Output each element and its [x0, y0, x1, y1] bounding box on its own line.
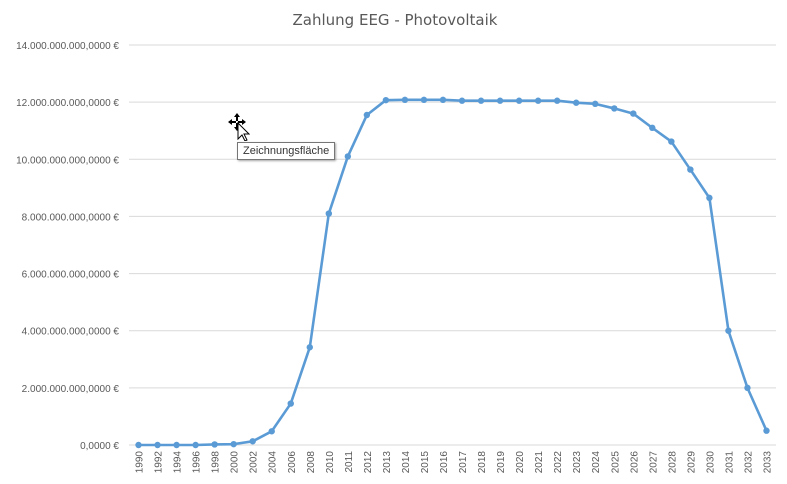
x-tick-label: 2023 — [572, 451, 583, 474]
data-point[interactable] — [687, 166, 694, 173]
x-tick-label: 2024 — [591, 451, 602, 474]
x-tick-label: 2012 — [363, 451, 374, 474]
x-tick-label: 2000 — [230, 451, 241, 474]
data-point[interactable] — [572, 99, 580, 106]
data-point[interactable] — [306, 344, 313, 351]
x-tick-label: 2020 — [515, 451, 526, 474]
data-point[interactable] — [344, 153, 352, 160]
data-point[interactable] — [706, 194, 713, 202]
data-point[interactable] — [668, 138, 675, 145]
x-tick-label: 2025 — [610, 451, 621, 474]
x-tick-label: 2004 — [268, 451, 279, 474]
data-point[interactable] — [496, 97, 504, 104]
x-tick-label: 2027 — [648, 451, 659, 474]
data-point[interactable] — [477, 97, 485, 104]
x-tick-label: 2021 — [534, 451, 545, 474]
x-tick-label: 2008 — [306, 451, 317, 474]
x-tick-label: 1990 — [135, 451, 146, 474]
data-point[interactable] — [363, 111, 371, 119]
x-tick-label: 2013 — [382, 451, 393, 474]
x-tick-label: 1994 — [173, 451, 184, 474]
x-tick-label: 2014 — [401, 451, 412, 474]
data-point[interactable] — [211, 441, 218, 448]
data-point[interactable] — [744, 384, 751, 392]
data-point[interactable] — [515, 97, 523, 104]
y-tick-label: 0,0000 € — [80, 441, 119, 452]
tooltip: Zeichnungsfläche — [237, 142, 336, 160]
y-tick-label: 2.000.000.000,0000 € — [22, 384, 120, 395]
x-axis: 1990 1992 1994 1996 1998 2000 2002 2004 2006 2008… — [135, 451, 774, 474]
x-tick-label: 2011 — [344, 451, 355, 473]
x-tick-label: 1998 — [211, 451, 222, 474]
data-point[interactable] — [763, 427, 770, 434]
x-tick-label: 1992 — [154, 451, 165, 474]
y-tick-label: 10.000.000.000,0000 € — [16, 155, 119, 166]
data-point[interactable] — [534, 97, 542, 104]
data-point[interactable] — [401, 96, 409, 104]
x-tick-label: 2002 — [249, 451, 260, 474]
x-tick-label: 2015 — [420, 451, 431, 474]
data-point[interactable] — [192, 441, 199, 449]
data-point[interactable] — [154, 441, 161, 449]
x-tick-label: 2029 — [686, 451, 697, 474]
y-tick-label: 14.000.000.000,0000 € — [16, 41, 119, 52]
data-point[interactable] — [458, 97, 466, 104]
y-tick-label: 12.000.000.000,0000 € — [16, 98, 119, 109]
data-point[interactable] — [439, 96, 447, 104]
data-point[interactable] — [249, 438, 256, 445]
data-point[interactable] — [287, 400, 294, 407]
y-axis: 0,0000 € 2.000.000.000,0000 € 4.000.000.00… — [16, 41, 119, 452]
data-point[interactable] — [592, 100, 599, 108]
series-line — [138, 98, 768, 447]
chart-title: Zahlung EEG - Photovoltaik — [293, 11, 498, 29]
data-point[interactable] — [173, 441, 180, 449]
x-tick-label: 2026 — [629, 451, 640, 474]
data-point[interactable] — [268, 428, 275, 435]
data-point[interactable] — [420, 96, 428, 104]
data-point[interactable] — [725, 327, 732, 334]
plot-area[interactable] — [135, 96, 770, 449]
x-tick-label: 1996 — [192, 451, 203, 474]
y-tick-label: 4.000.000.000,0000 € — [22, 327, 120, 338]
x-tick-label: 2010 — [325, 451, 336, 474]
y-tick-label: 8.000.000.000,0000 € — [22, 212, 120, 223]
data-point[interactable] — [611, 105, 618, 112]
data-point[interactable] — [553, 97, 561, 104]
y-tick-label: 6.000.000.000,0000 € — [22, 270, 120, 281]
x-tick-label: 2030 — [705, 451, 716, 474]
x-tick-label: 2031 — [724, 451, 735, 474]
move-cursor-icon — [228, 113, 250, 141]
gridlines — [129, 44, 776, 446]
x-tick-label: 2019 — [496, 451, 507, 474]
x-tick-label: 2033 — [762, 451, 773, 474]
data-point[interactable] — [382, 96, 390, 104]
data-point[interactable] — [135, 441, 142, 449]
x-tick-label: 2017 — [458, 451, 469, 474]
x-tick-label: 2016 — [439, 451, 450, 474]
x-tick-label: 2018 — [477, 451, 488, 474]
data-point[interactable] — [230, 440, 237, 448]
x-tick-label: 2006 — [287, 451, 298, 474]
data-point[interactable] — [649, 124, 656, 132]
x-tick-label: 2032 — [743, 451, 754, 474]
x-tick-label: 2028 — [667, 451, 678, 474]
x-tick-label: 2022 — [553, 451, 564, 474]
data-point[interactable] — [325, 210, 333, 217]
data-point[interactable] — [630, 110, 637, 117]
